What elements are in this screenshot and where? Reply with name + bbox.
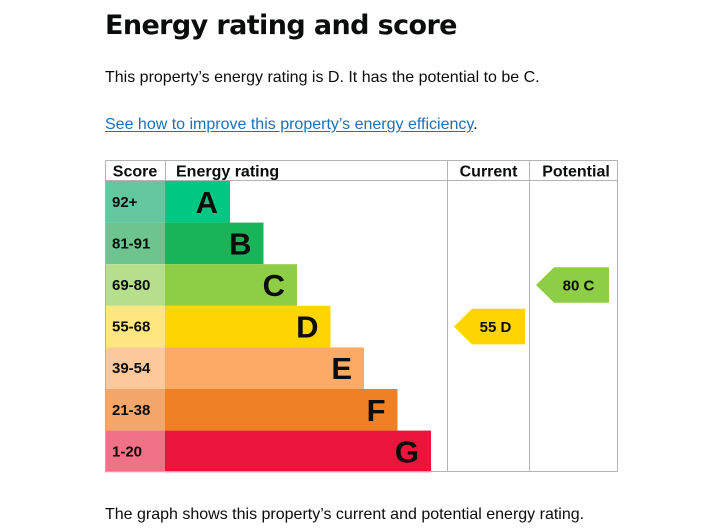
rating-markers: 55 D 80 C [454,267,609,345]
score-cell-c [105,264,165,306]
score-cell-f [105,389,165,431]
rating-bar-d [165,305,331,348]
rating-bands: 92+ A 81-91 B 69-80 C 55-68 D 39-54 E 21-38 F 1-20 G [105,181,431,473]
potential-rating-label: 80 C [563,278,595,295]
rating-bar-a [165,181,230,223]
header-current: Current [460,164,518,181]
score-range-a: 92+ [112,194,138,211]
rating-letter-b: B [229,226,251,261]
score-range-c: 69-80 [112,277,150,294]
rating-letter-d: D [296,310,318,345]
header-potential: Potential [542,164,610,181]
improve-efficiency-link[interactable]: See how to improve this property’s energ… [105,116,474,133]
link-suffix: . [473,116,478,133]
rating-summary: This property’s energy rating is D. It h… [105,69,540,86]
potential-rating-arrow [536,267,609,303]
header-score: Score [113,164,158,181]
graph-grid [105,160,618,472]
rating-letter-g: G [395,434,419,469]
rating-bar-b [165,222,264,265]
score-cell-e [105,347,165,389]
current-rating-label: 55 D [480,319,512,336]
graph-headers: Score Energy rating Current Potential [113,164,610,181]
score-range-g: 1-20 [112,443,142,460]
improve-link-line: See how to improve this property’s energ… [105,115,478,135]
score-cell-a [105,181,165,223]
score-range-e: 39-54 [112,360,151,377]
rating-bar-f [165,389,398,431]
score-range-f: 21-38 [112,402,150,419]
rating-bar-g [165,430,431,473]
score-cell-d [105,305,165,348]
score-cell-b [105,222,165,265]
graph-footnote: The graph shows this property’s current … [105,506,585,523]
score-range-b: 81-91 [112,235,150,252]
rating-letter-a: A [196,185,218,220]
header-energy-rating: Energy rating [176,164,279,181]
score-range-d: 55-68 [112,319,150,336]
rating-letter-e: E [331,351,352,386]
rating-bar-c [165,264,297,306]
page-title: Energy rating and score [105,10,457,41]
current-rating-arrow [454,308,525,345]
score-cell-g [105,430,165,473]
rating-letter-f: F [367,393,386,428]
rating-letter-c: C [263,268,285,303]
rating-bar-e [165,347,364,389]
